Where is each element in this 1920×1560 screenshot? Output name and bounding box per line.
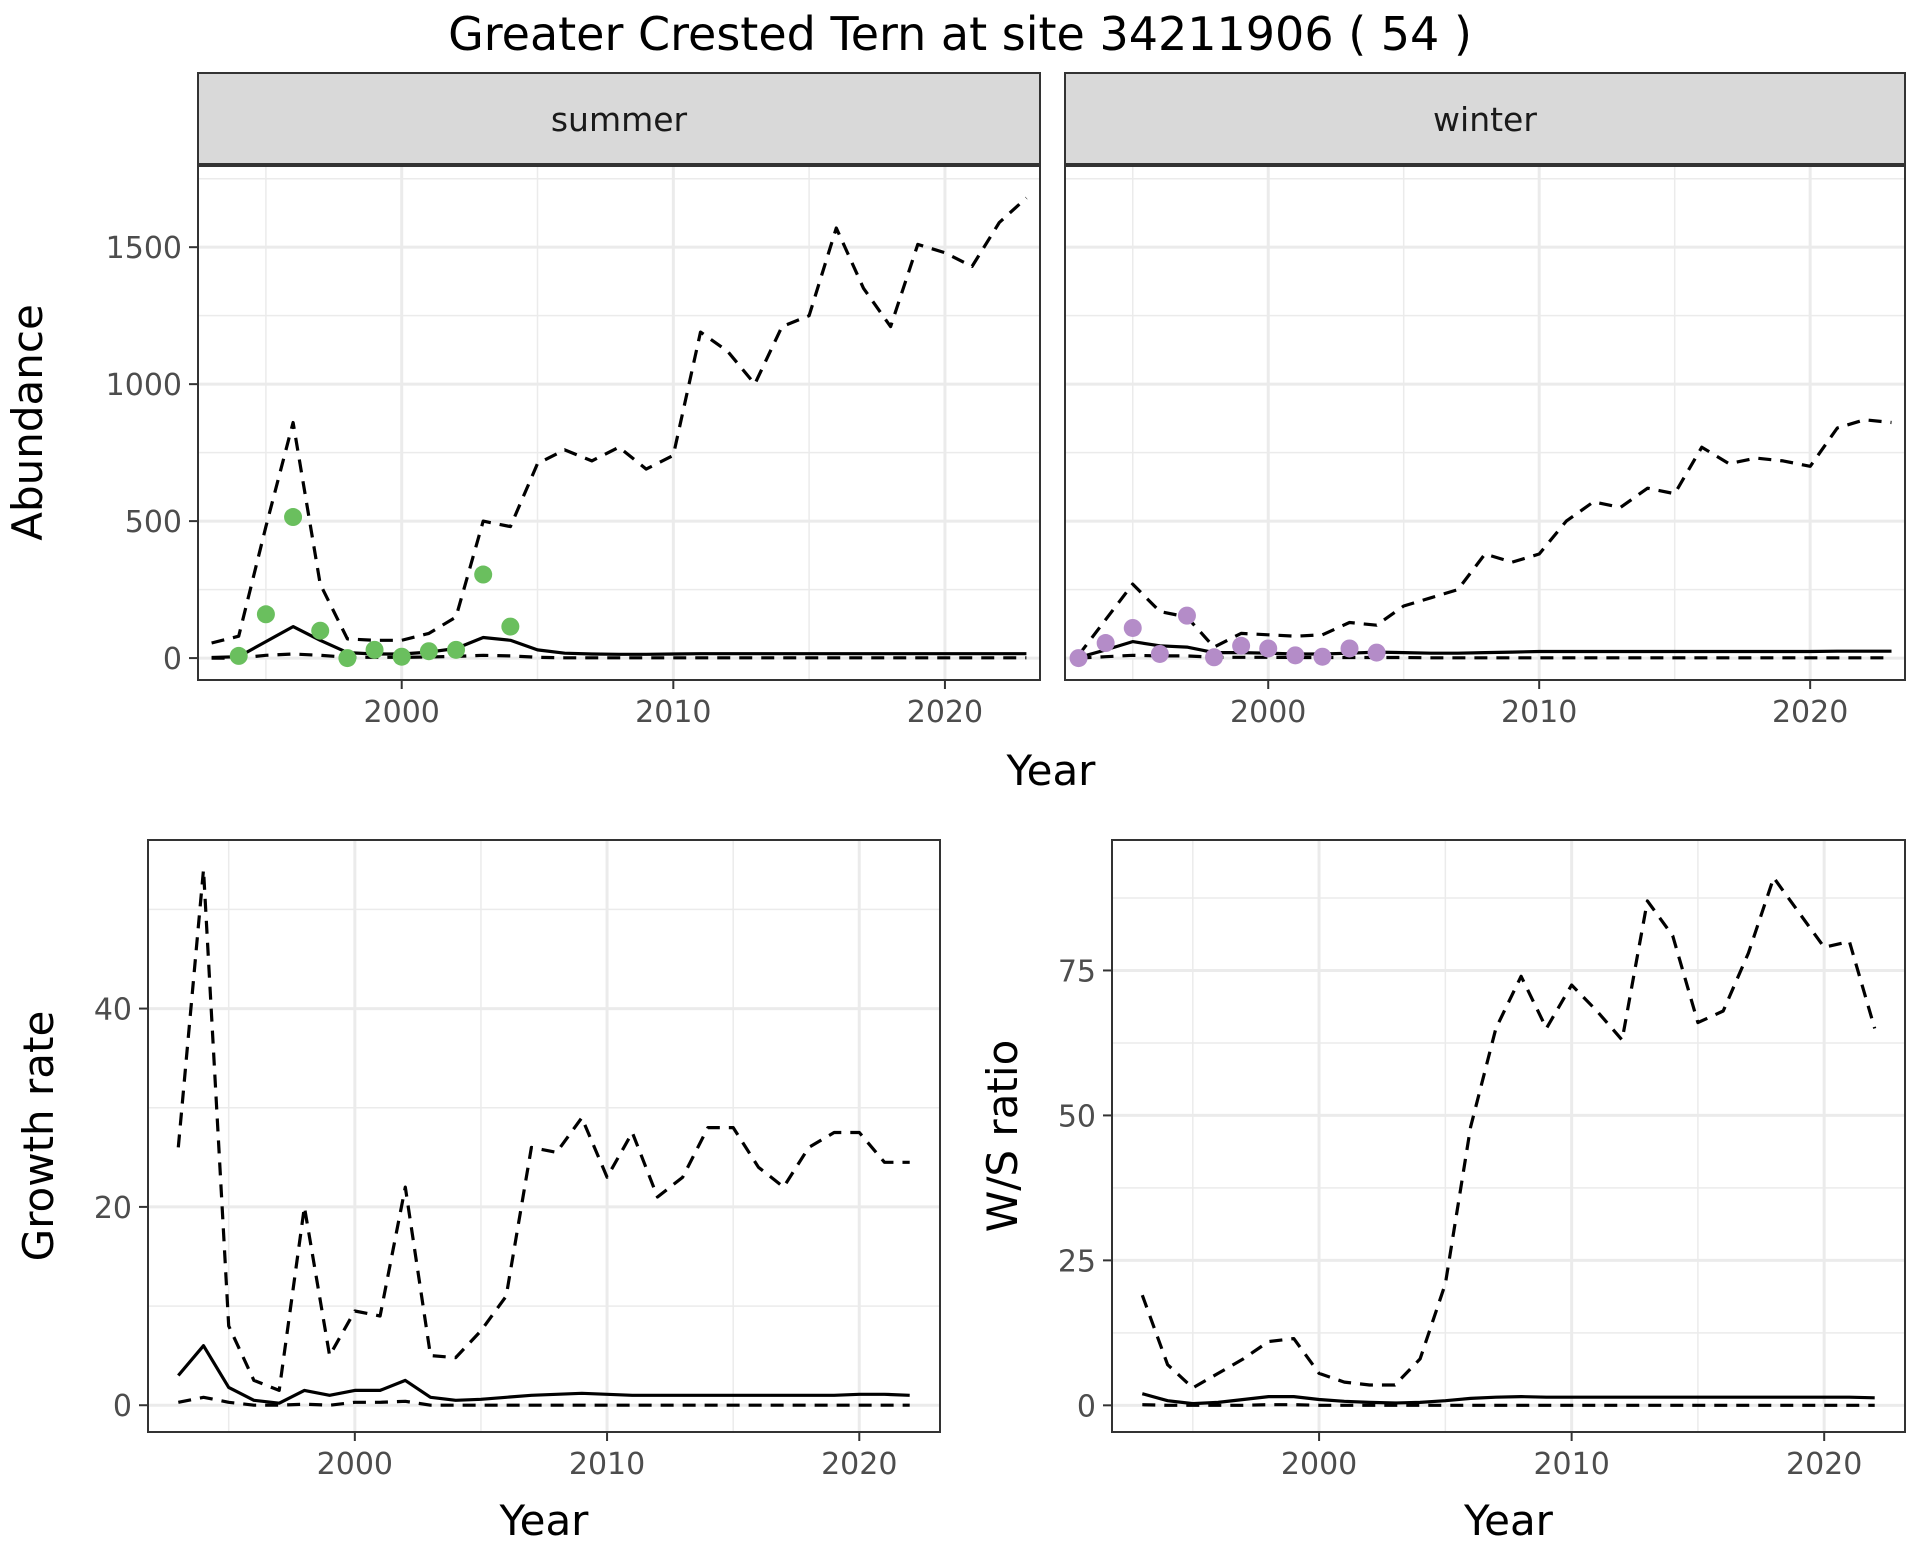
x-tick-label: 2000 [1230,695,1306,730]
data-point [229,646,248,665]
panel-growth-rate: 2000 2010 2020 0 20 40 Growth rate Year [14,839,941,1545]
x-axis-title: Year [499,1496,590,1545]
panel-w-s-ratio: 2000 2010 2020 0 25 50 75 W/S ratio Year [978,839,1906,1545]
data-point [284,508,303,527]
data-point [474,565,493,584]
data-point [1069,649,1088,668]
y-axis-title: Growth rate [14,1011,63,1262]
y-tick-label: 500 [125,505,182,540]
series-line-estimate [177,1344,910,1405]
series-line-upper [1077,418,1892,657]
data-point [1313,647,1332,666]
x-tick-label: 2020 [907,695,983,730]
facet-label: summer [551,100,688,139]
data-point [1232,636,1251,655]
y-tick-label: 40 [94,993,132,1028]
data-point [365,640,384,659]
y-tick-label: 20 [94,1191,132,1226]
x-tick-label: 2010 [635,695,711,730]
data-point [311,621,330,640]
y-axis-title: W/S ratio [978,1040,1027,1233]
x-axis-title-shared: Year [1006,746,1097,795]
panel-border [147,839,941,1433]
y-tick-label: 25 [1058,1244,1096,1279]
data-point [1123,618,1142,637]
data-point [501,617,520,636]
data-point [338,649,357,668]
x-tick-label: 2000 [317,1447,393,1482]
panel-border [1064,164,1906,681]
x-tick-label: 2010 [1533,1447,1609,1482]
data-point [1205,648,1224,667]
data-point [392,647,411,666]
y-tick-label: 0 [113,1389,132,1424]
y-tick-label: 1000 [106,368,182,403]
series-line-estimate [1141,1392,1875,1406]
x-tick-label: 2000 [1281,1447,1357,1482]
y-tick-label: 0 [163,642,182,677]
facet-strip [1064,72,1906,166]
x-tick-label: 2010 [569,1447,645,1482]
data-point [1286,646,1305,665]
panel-border [1111,839,1906,1433]
x-tick-label: 2020 [821,1447,897,1482]
facet-label: winter [1433,100,1537,139]
data-point [1150,644,1169,663]
series-line-upper [176,868,910,1392]
x-tick-label: 2000 [364,695,440,730]
data-point [419,642,438,661]
data-point [1367,643,1386,662]
x-axis-title: Year [1463,1496,1554,1545]
panel-summer: summer 2000 2010 2020 0 500 1000 1500 Abundance [3,72,1041,730]
x-tick-label: 2020 [1786,1447,1862,1482]
panel-winter: winter 2000 2010 2020 [1064,72,1906,730]
x-tick-label: 2020 [1772,695,1848,730]
facet-strip [197,72,1041,166]
data-point [1096,634,1115,653]
data-point [1340,639,1359,658]
data-point [1177,606,1196,625]
data-point [1259,639,1278,658]
data-point [447,640,466,659]
y-tick-label: 0 [1077,1389,1096,1424]
series-line-upper [211,196,1028,645]
x-tick-label: 2010 [1501,695,1577,730]
series-line-upper [1140,876,1877,1390]
data-point [256,605,275,624]
y-tick-label: 1500 [106,231,182,266]
y-tick-label: 75 [1058,954,1096,989]
panel-border [197,164,1041,681]
series-line-estimate [211,625,1027,660]
series-line-lower [1078,653,1892,660]
series-line-lower [1142,1403,1875,1407]
y-axis-title: Abundance [3,304,52,541]
y-tick-label: 50 [1058,1099,1096,1134]
figure-title: Greater Crested Tern at site 34211906 ( … [448,7,1472,61]
